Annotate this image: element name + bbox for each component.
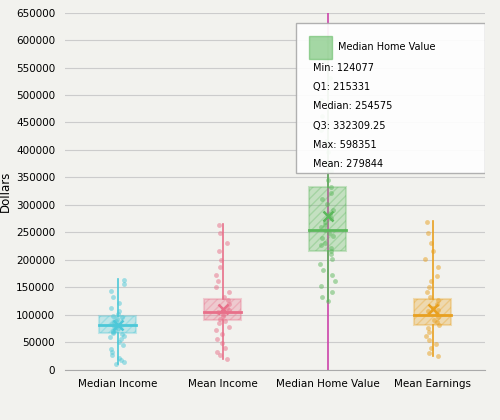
Text: Q3: 332309.25: Q3: 332309.25 [313,121,386,131]
Bar [204,299,241,320]
Text: Mean: 279844: Mean: 279844 [313,159,383,169]
Text: Q1: 215331: Q1: 215331 [313,82,370,92]
FancyBboxPatch shape [296,23,485,173]
Text: Median: 254575: Median: 254575 [313,102,392,111]
Bar [309,187,346,251]
Bar [308,36,332,59]
Bar [414,299,451,325]
Text: Max: 598351: Max: 598351 [313,140,376,150]
Bar [99,316,136,333]
Y-axis label: Dollars: Dollars [0,171,12,212]
Text: Min: 124077: Min: 124077 [313,63,374,73]
Text: Median Home Value: Median Home Value [338,42,436,52]
